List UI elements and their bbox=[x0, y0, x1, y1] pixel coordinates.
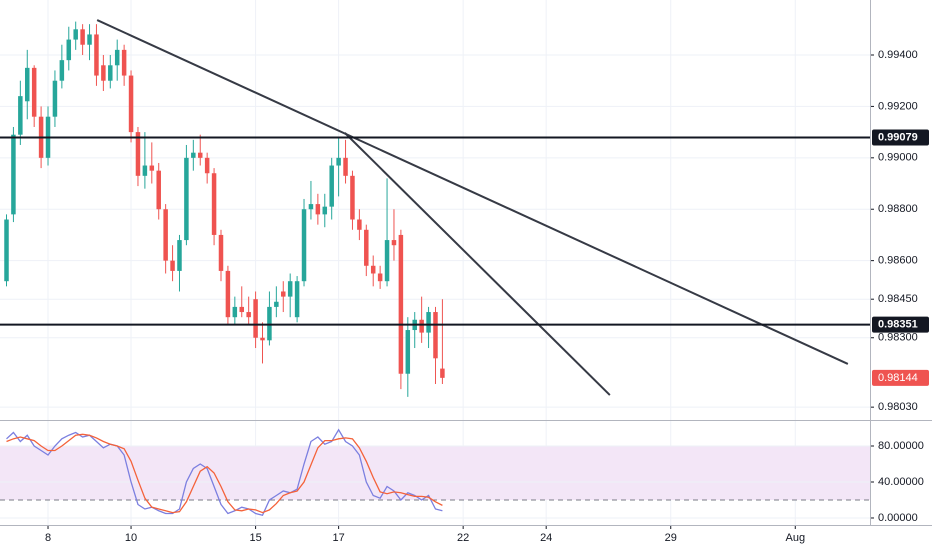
candle-body bbox=[246, 312, 251, 318]
y-tick-label: 0.99000 bbox=[878, 152, 918, 164]
candle-body bbox=[128, 75, 134, 133]
candle-body bbox=[59, 60, 65, 81]
y-tick-label: 0.98800 bbox=[878, 203, 918, 215]
candle-body bbox=[52, 80, 58, 117]
candle-body bbox=[114, 49, 120, 66]
candle-body bbox=[25, 67, 30, 102]
candle-body bbox=[391, 240, 397, 246]
candle-body bbox=[287, 281, 293, 297]
candle-body bbox=[80, 29, 85, 45]
trendline bbox=[344, 132, 611, 396]
candle-body bbox=[364, 229, 369, 266]
candle-body bbox=[350, 175, 355, 220]
candle-body bbox=[398, 234, 404, 374]
candle-body bbox=[308, 204, 314, 210]
candle-body bbox=[87, 34, 92, 45]
candle-body bbox=[370, 265, 376, 274]
candle-body bbox=[426, 312, 431, 333]
x-tick-label: 10 bbox=[125, 532, 137, 544]
band bbox=[0, 446, 870, 500]
candle-body bbox=[405, 330, 411, 374]
x-tick-label: 24 bbox=[540, 532, 552, 544]
candle-body bbox=[301, 209, 307, 282]
level-label: 0.98351 bbox=[878, 319, 918, 331]
y-tick-label: 0.98450 bbox=[878, 293, 918, 305]
x-tick-label: 29 bbox=[665, 532, 677, 544]
candle-body bbox=[31, 67, 37, 117]
candle-body bbox=[253, 299, 258, 338]
level-label-box bbox=[872, 129, 929, 146]
candle-body bbox=[322, 206, 328, 215]
trendline bbox=[96, 19, 849, 365]
x-tick-label: 8 bbox=[45, 532, 51, 544]
candle-body bbox=[170, 260, 175, 271]
candle-body bbox=[274, 301, 279, 307]
x-tick-label: 22 bbox=[457, 532, 469, 544]
candle-body bbox=[267, 306, 272, 341]
candle-body bbox=[108, 65, 113, 81]
candle-body bbox=[329, 165, 334, 207]
candle-body bbox=[121, 49, 127, 76]
candle-body bbox=[66, 39, 72, 61]
candle-body bbox=[18, 96, 23, 135]
last-price-label: 0.98144 bbox=[878, 372, 918, 384]
x-tick-label: Aug bbox=[785, 532, 805, 544]
candle-body bbox=[357, 219, 362, 230]
candle-body bbox=[135, 132, 141, 176]
y-tick-label: 0.99400 bbox=[878, 49, 918, 61]
stoch-line bbox=[6, 433, 443, 514]
candle-body bbox=[149, 165, 155, 171]
candle-body bbox=[419, 319, 424, 333]
candle-body bbox=[232, 306, 238, 318]
candle-body bbox=[281, 291, 286, 297]
candle-body bbox=[294, 281, 300, 318]
y-tick-label: 0.98300 bbox=[878, 332, 918, 344]
candle-body bbox=[239, 306, 244, 313]
candle-body bbox=[336, 157, 341, 166]
candle-body bbox=[191, 152, 196, 158]
candle-body bbox=[11, 134, 16, 215]
candle-body bbox=[163, 209, 168, 261]
candle-body bbox=[211, 173, 217, 235]
level-label: 0.99079 bbox=[878, 131, 918, 143]
candle-body bbox=[197, 152, 203, 158]
candle-body bbox=[218, 234, 224, 271]
y-tick-label: 0.98600 bbox=[878, 255, 918, 267]
candle-body bbox=[184, 157, 189, 241]
candle-body bbox=[94, 34, 99, 76]
y-tick-label: 0.99200 bbox=[878, 100, 918, 112]
last-price-box bbox=[872, 369, 929, 386]
y-tick-label: 0.00000 bbox=[878, 512, 918, 524]
candle-body bbox=[204, 157, 210, 174]
candle-body bbox=[225, 270, 231, 318]
level-label-box bbox=[872, 316, 929, 333]
candle-body bbox=[177, 240, 182, 271]
y-tick-label: 40.00000 bbox=[878, 476, 924, 488]
y-tick-label: 80.00000 bbox=[878, 440, 924, 452]
candle-body bbox=[260, 337, 265, 341]
candle-body bbox=[315, 204, 321, 215]
y-tick-label: 0.98030 bbox=[878, 401, 918, 413]
candle-body bbox=[377, 273, 383, 282]
x-tick-label: 15 bbox=[249, 532, 261, 544]
candle-body bbox=[433, 312, 438, 359]
candle-body bbox=[101, 65, 106, 81]
candle-body bbox=[73, 29, 78, 40]
candle-body bbox=[4, 219, 9, 282]
candle-body bbox=[343, 157, 348, 176]
candle-body bbox=[156, 170, 161, 210]
candle-body bbox=[142, 165, 148, 176]
candle-body bbox=[384, 240, 390, 282]
candle-body bbox=[440, 368, 445, 378]
x-tick-label: 17 bbox=[332, 532, 344, 544]
